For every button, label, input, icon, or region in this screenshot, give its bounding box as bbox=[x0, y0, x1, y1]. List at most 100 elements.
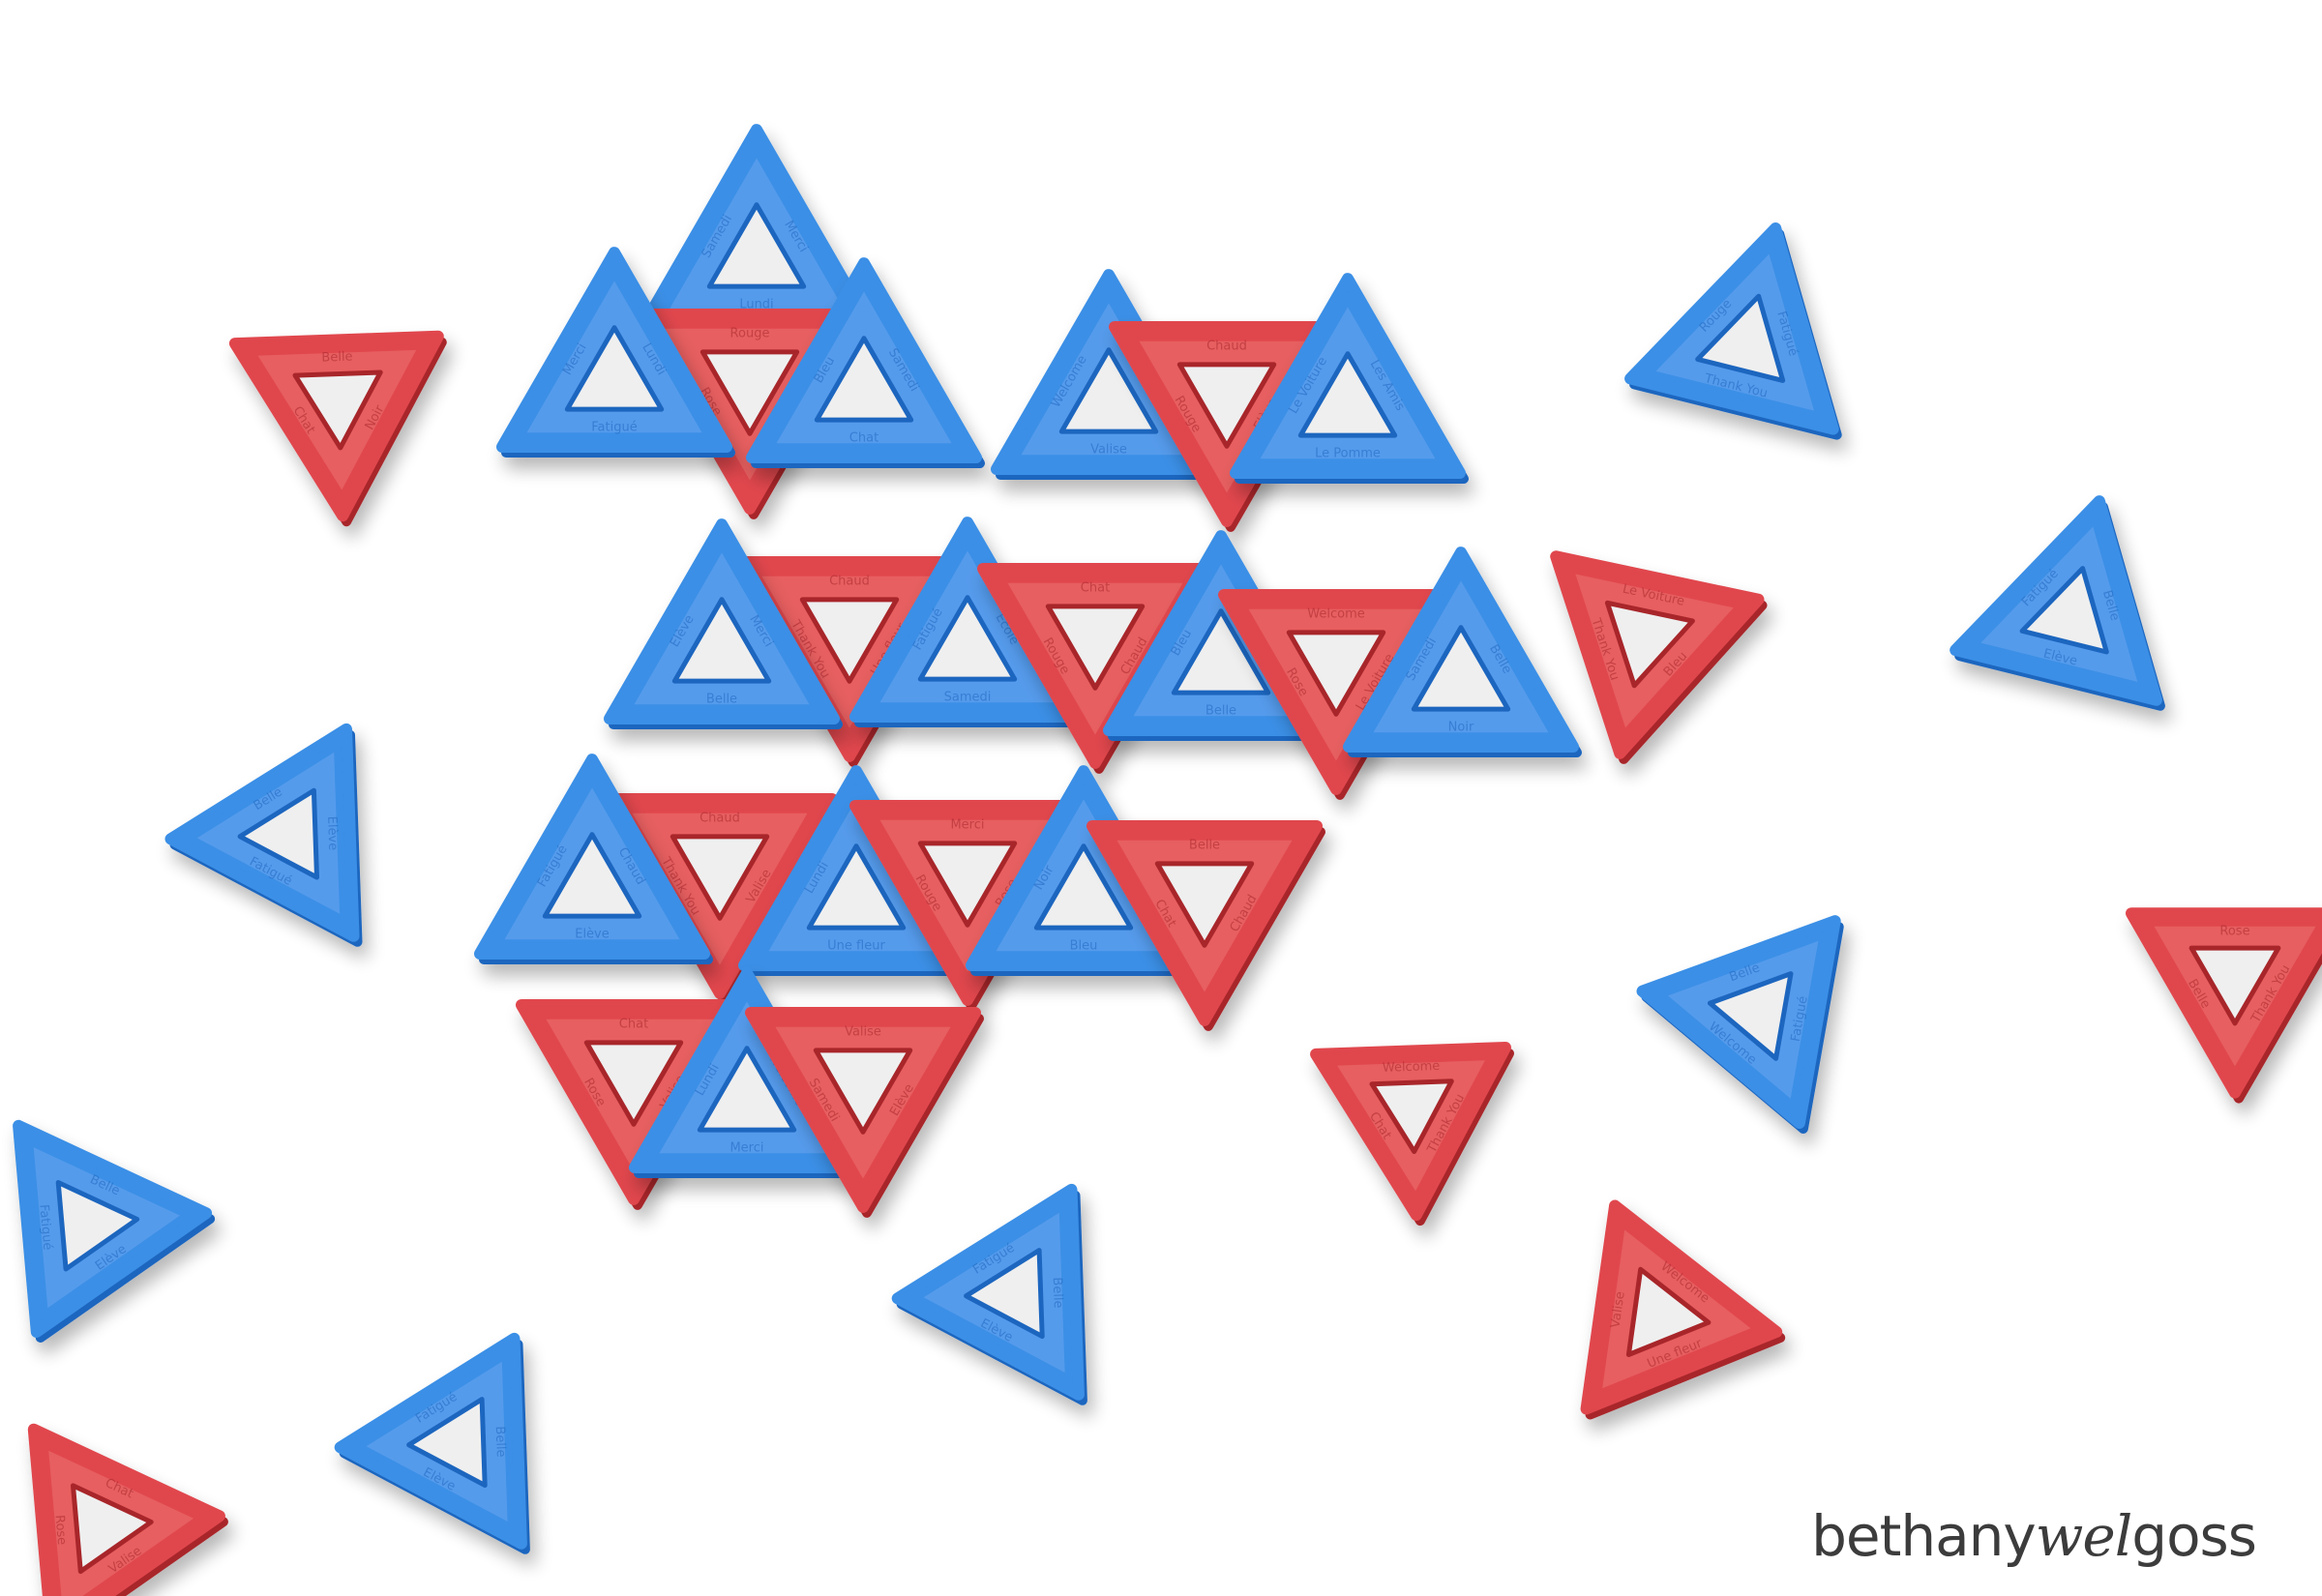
tile-hole bbox=[237, 787, 319, 880]
tile-hole bbox=[583, 1040, 684, 1127]
tile-hole bbox=[1297, 351, 1398, 438]
tile-engraved-word: Fatigué bbox=[36, 1204, 54, 1252]
tile-engraved-word: Valise bbox=[1609, 1290, 1628, 1329]
tile-engraved-word: Welcome bbox=[1383, 1059, 1441, 1076]
tile-engraved-word: Chaud bbox=[700, 812, 740, 826]
tile-hole bbox=[806, 843, 907, 931]
red-triangle-tile: RougeChaudElève bbox=[1109, 321, 1348, 532]
tile-hole bbox=[292, 369, 383, 451]
tile-engraved-word: Valise bbox=[1090, 442, 1127, 457]
tile-engraved-word: Elève bbox=[324, 815, 340, 850]
tile-engraved-word: Fatigué bbox=[591, 420, 637, 434]
tile-engraved-word: Samedi bbox=[944, 690, 992, 704]
blue-triangle-tile: WelcomeMerciLundi bbox=[629, 967, 868, 1178]
tile-hole bbox=[1286, 630, 1386, 717]
tile-hole bbox=[814, 336, 914, 423]
tile-hole bbox=[1411, 625, 1511, 712]
tile-engraved-word: Valise bbox=[845, 1025, 881, 1040]
tile-hole bbox=[964, 1248, 1045, 1340]
tile-engraved-word: Merci bbox=[950, 818, 984, 833]
tile-hole bbox=[564, 325, 665, 412]
tile-hole bbox=[406, 1397, 488, 1489]
tile-hole bbox=[917, 595, 1018, 682]
tiles-layer: MerciLundiSamediRoseRougeChaudLundiFatig… bbox=[13, 124, 2322, 1596]
brand-part-2: wel bbox=[2035, 1503, 2133, 1569]
tile-hole bbox=[1695, 293, 1786, 383]
tile-hole bbox=[1369, 1079, 1454, 1154]
tile-engraved-word: Chat bbox=[849, 430, 878, 445]
tile-hole bbox=[671, 597, 772, 684]
tile-engraved-word: Welcome bbox=[1307, 607, 1364, 622]
tile-engraved-word: Belle bbox=[492, 1426, 508, 1458]
tile-hole bbox=[1171, 608, 1271, 695]
tile-hole bbox=[917, 841, 1018, 928]
tile-hole bbox=[799, 597, 900, 684]
tile-hole bbox=[1625, 1266, 1712, 1357]
brand-logo: bethanywelgoss bbox=[1811, 1503, 2257, 1569]
tile-engraved-word: Lundi bbox=[739, 297, 773, 311]
tile-engraved-word: Belle bbox=[1050, 1277, 1065, 1309]
tile-engraved-word: Belle bbox=[1189, 839, 1220, 853]
tile-hole bbox=[2188, 945, 2281, 1026]
tile-engraved-word: Chaud bbox=[829, 575, 870, 589]
tile-hole bbox=[700, 349, 800, 436]
brand-part-1: bethany bbox=[1811, 1503, 2037, 1569]
tile-engraved-word: Rouge bbox=[730, 327, 770, 341]
tile-hole bbox=[1045, 604, 1146, 691]
tile-engraved-word: Elève bbox=[575, 927, 610, 941]
tile-hole bbox=[71, 1483, 154, 1575]
tile-hole bbox=[542, 832, 642, 919]
brand-part-3: goss bbox=[2131, 1503, 2257, 1569]
tile-engraved-word: Chaud bbox=[1206, 340, 1247, 354]
tile-hole bbox=[706, 202, 807, 289]
tile-hole bbox=[1058, 347, 1159, 434]
tile-engraved-word: Rose bbox=[51, 1515, 69, 1546]
tile-hole bbox=[1154, 861, 1255, 948]
tile-hole bbox=[1707, 971, 1794, 1061]
tile-hole bbox=[1176, 362, 1277, 449]
tile-hole bbox=[670, 834, 770, 921]
tile-engraved-word: Rose bbox=[2219, 924, 2249, 938]
tile-engraved-word: Merci bbox=[729, 1140, 763, 1155]
tile-engraved-word: Une fleur bbox=[827, 938, 885, 953]
tile-engraved-word: Belle bbox=[1206, 703, 1236, 718]
tile-engraved-word: Belle bbox=[706, 692, 737, 706]
tile-hole bbox=[55, 1180, 140, 1272]
tile-hole bbox=[697, 1046, 797, 1133]
tile-hole bbox=[1033, 843, 1134, 931]
tile-engraved-word: Le Pomme bbox=[1315, 446, 1381, 460]
tile-engraved-word: Bleu bbox=[1070, 938, 1098, 953]
tile-engraved-word: Belle bbox=[321, 350, 353, 366]
tile-engraved-word: Noir bbox=[1448, 720, 1474, 734]
tile-engraved-word: Chat bbox=[619, 1018, 648, 1032]
tile-hole bbox=[813, 1048, 913, 1135]
tile-engraved-word: Chat bbox=[1081, 581, 1110, 596]
tile-hole bbox=[2019, 566, 2109, 655]
tile-hole bbox=[1604, 600, 1695, 689]
